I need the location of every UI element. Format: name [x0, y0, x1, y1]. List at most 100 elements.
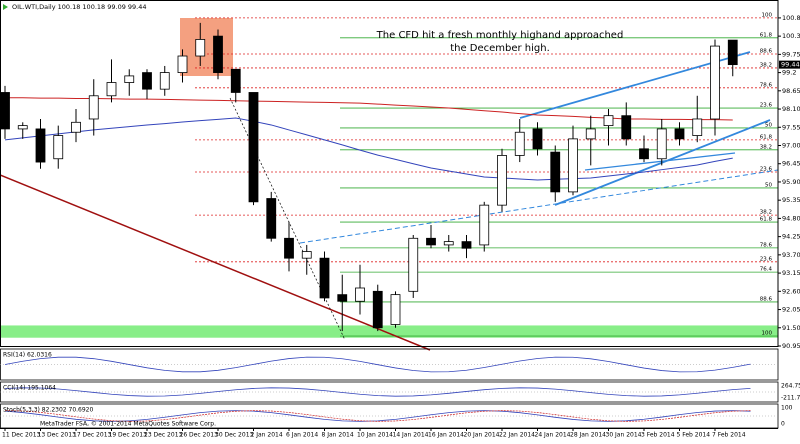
- candle-body: [692, 118, 703, 136]
- candle-body: [53, 135, 64, 160]
- y-tick-label: 97.55: [782, 123, 800, 131]
- level-label: 88.6: [760, 49, 773, 55]
- price-box: [779, 60, 800, 69]
- y-tick-label: 94.25: [782, 233, 800, 241]
- candle-body: [230, 68, 241, 93]
- x-tick-label: 19 Dec 2013: [109, 432, 148, 439]
- level-label: 23.6: [760, 103, 773, 109]
- level-label: 38.2: [760, 62, 772, 68]
- candle-body: [177, 55, 188, 73]
- candles: [0, 22, 738, 332]
- candle-body: [319, 257, 330, 299]
- y-tick-label: 98.10: [782, 105, 800, 113]
- level-label: 38.2: [760, 210, 772, 216]
- level-label: 50: [765, 122, 772, 128]
- annotation: The CFD hit a fresh monthly highand appr…: [376, 30, 624, 41]
- x-tick-label: 13 Dec 2013: [38, 432, 77, 439]
- chart-title: OIL.WTI,Daily 100.18 100.18 99.09 99.44: [12, 3, 147, 11]
- y-tick-label: 95.35: [782, 196, 800, 204]
- candle-body: [585, 128, 596, 140]
- candle-body: [710, 45, 720, 120]
- candle-body: [337, 294, 348, 302]
- y-tick-label: 100.85: [782, 14, 800, 22]
- y-tick-label: 92.60: [782, 287, 800, 295]
- y-tick-label: 100.30: [782, 32, 800, 40]
- x-tick-label: 28 Jan 2014: [570, 432, 606, 439]
- candle-body: [142, 72, 152, 90]
- level-label: 78.6: [760, 242, 773, 248]
- oscillator-line: [4, 356, 751, 373]
- y-tick-label: 99.2: [782, 69, 796, 77]
- indicator-label: RSI(14) 62.0316: [3, 352, 52, 359]
- candle-body: [408, 237, 419, 292]
- x-tick-label: 11 Dec 2013: [2, 432, 41, 439]
- oscillator-line: [4, 410, 751, 422]
- x-tick-label: 20 Jan 2014: [464, 432, 500, 439]
- level-label: 61.8: [760, 32, 773, 38]
- candle-body: [656, 128, 667, 160]
- x-tick-label: 24 Jan 2014: [535, 432, 571, 439]
- footer: MetaTrader FSA, © 2001-2014 MetaQuotes S…: [40, 421, 216, 428]
- candle-body: [17, 125, 28, 130]
- level-label: 23.6: [760, 256, 773, 262]
- candle-body: [568, 138, 578, 193]
- candle-body: [621, 115, 632, 140]
- indicator-tick-label: 264.7513: [781, 383, 800, 390]
- candle-body: [461, 241, 472, 249]
- x-tick-label: 17 Dec 2013: [73, 432, 112, 439]
- plot-frame: [0, 0, 779, 347]
- level-label: 88.6: [760, 296, 773, 302]
- candle-body: [372, 290, 383, 329]
- candle-body: [532, 128, 543, 150]
- candle-body: [266, 198, 277, 239]
- y-tick-label: 98.65: [782, 87, 800, 95]
- level-label: 23.6: [760, 167, 773, 173]
- annotation: the December high.: [450, 43, 550, 54]
- candle-body: [248, 92, 259, 203]
- candle-body: [355, 287, 365, 302]
- candle-body: [550, 151, 561, 193]
- channel-line: [584, 152, 736, 171]
- y-tick-label: 95.90: [782, 178, 800, 186]
- indicator-label: Stoch(5,3,3) 82.2302 70.6920: [3, 407, 94, 414]
- indicator-label: CCI(14) 195.1064: [3, 385, 56, 392]
- trendline: [0, 174, 431, 351]
- oscillator-signal: [4, 410, 751, 422]
- candle-body: [159, 72, 170, 90]
- level-label: 38.2: [760, 144, 772, 150]
- candle-body: [674, 128, 685, 140]
- x-tick-label: 23 Dec 2013: [144, 432, 183, 439]
- price-label: 99.44: [781, 61, 800, 69]
- y-tick-label: 90.95: [782, 342, 800, 350]
- indicator-panels: RSI(14) 62.0316 CCI(14) 195.1064 264.7513 -…: [0, 348, 800, 429]
- candle-body: [301, 251, 312, 259]
- indicator-tick-label: -211.793: [781, 395, 800, 402]
- level-label: 100: [762, 12, 773, 18]
- candle-body: [426, 237, 436, 246]
- y-tick-label: 99.75: [782, 50, 800, 58]
- candle-body: [443, 241, 454, 246]
- y-tick-label: 93.70: [782, 251, 800, 259]
- candle-body: [0, 92, 10, 130]
- candle-body: [639, 148, 649, 160]
- y-tick-label: 96.45: [782, 160, 800, 168]
- x-tick-label: 8 Jan 2014: [322, 432, 354, 439]
- level-label: 61.8: [760, 134, 773, 140]
- x-tick-label: 26 Dec 2013: [180, 432, 219, 439]
- y-tick-label: 91.50: [782, 324, 800, 332]
- candle-body: [284, 237, 294, 259]
- candle-body: [603, 115, 614, 127]
- level-label: 76.4: [760, 267, 773, 273]
- trendline: [299, 169, 779, 244]
- x-tick-label: 30 Jan 2014: [606, 432, 642, 439]
- x-tick-label: 14 Jan 2014: [393, 432, 429, 439]
- x-tick-label: 10 Jan 2014: [357, 432, 393, 439]
- candle-body: [213, 35, 223, 73]
- indicator-tick-label: 0: [781, 421, 785, 428]
- y-tick-label: 94.80: [782, 214, 800, 222]
- support-zone: [0, 325, 778, 338]
- y-tick-label: 97.00: [782, 141, 800, 149]
- level-label: 100: [762, 331, 773, 337]
